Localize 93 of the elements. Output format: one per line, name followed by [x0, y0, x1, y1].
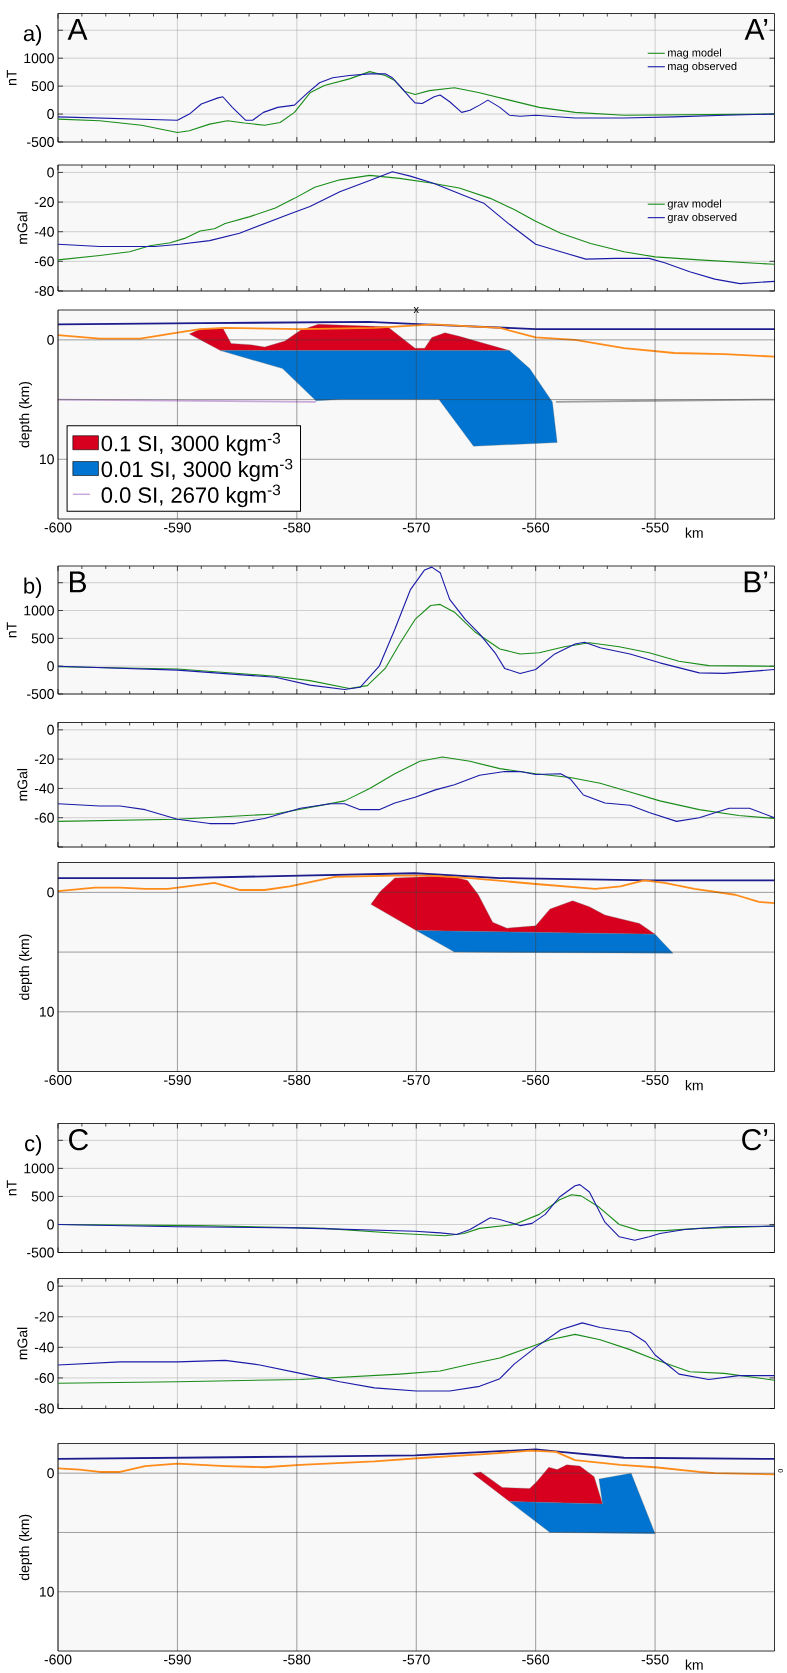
legend-label: 0.0 SI, 2670 kgm$^{-3}$: [101, 484, 281, 508]
text: a): [23, 25, 42, 46]
x-tick-label: -580: [283, 1075, 311, 1085]
y-tick-label: 0: [47, 334, 54, 345]
x-tick-label: -550: [641, 1075, 669, 1085]
y-tick-label: 0: [47, 1468, 54, 1479]
x-axis-title: km: [685, 1080, 703, 1091]
y-tick-label: 0: [47, 724, 54, 735]
line-series: [57, 174, 776, 265]
x-tick-label: -580: [283, 522, 311, 533]
y-tick-label: -40: [34, 1342, 54, 1353]
annotation: A: [67, 19, 88, 40]
annotation: C: [69, 1129, 89, 1151]
legend-label: mag model: [668, 48, 722, 59]
y-tick-label: 10: [39, 454, 54, 465]
y-tick-label: -60: [34, 256, 54, 267]
legend-label: grav model: [667, 199, 722, 210]
y-tick-label: 500: [31, 81, 54, 92]
y-tick-label: 1000: [24, 1163, 54, 1174]
y-tick-label: 0: [47, 109, 54, 120]
y-tick-label: 10: [39, 1586, 54, 1597]
annotation: B’: [744, 571, 768, 593]
y-tick-label: 0: [47, 167, 54, 178]
y-tick-label: -20: [34, 197, 54, 208]
x-tick-label: -600: [44, 522, 72, 533]
line-series: [57, 73, 776, 121]
y-axis-title: depth (km): [18, 934, 33, 1000]
x-tick-label: -600: [44, 1654, 72, 1665]
text: b): [24, 577, 42, 599]
annotation: A’: [744, 19, 768, 40]
annotation: C’: [742, 1129, 768, 1151]
line-series: [57, 872, 776, 882]
y-tick-label: -80: [34, 1403, 54, 1414]
x-tick-label: -560: [522, 1075, 550, 1085]
y-axis-title: depth (km): [18, 381, 33, 448]
x-tick-label: -590: [164, 522, 191, 533]
y-tick-label: -500: [27, 1247, 54, 1258]
y-tick-label: -500: [27, 689, 54, 699]
x-tick-label: -580: [283, 1654, 311, 1665]
line-series: [57, 321, 776, 331]
y-tick-label: 0: [47, 1281, 54, 1292]
x-tick-label: -560: [522, 522, 550, 533]
y-tick-label: 0: [47, 661, 54, 672]
x-tick-label: -590: [164, 1654, 191, 1665]
x-tick-label: -550: [641, 522, 669, 533]
y-axis-title: nT: [6, 1180, 17, 1196]
y-axis-title: mGal: [17, 768, 28, 801]
y-axis-title: mGal: [17, 1327, 28, 1360]
y-tick-label: 1000: [24, 53, 54, 64]
y-tick-label: -60: [34, 812, 54, 823]
y-tick-label: 0: [47, 887, 54, 898]
annotation: B: [70, 571, 86, 593]
line-series: [57, 1322, 776, 1392]
line-series: [57, 566, 776, 691]
y-axis-title: depth (km): [18, 1514, 33, 1581]
legend-label: grav observed: [667, 212, 737, 224]
y-tick-label: 500: [31, 1191, 54, 1202]
y-tick-label: -60: [34, 1372, 54, 1383]
x-axis-title: km: [685, 527, 703, 538]
line-series: [57, 1449, 776, 1476]
x-axis-title: km: [685, 1659, 703, 1670]
y-tick-label: -40: [34, 783, 54, 794]
line-series: [57, 771, 776, 825]
line-series: [57, 756, 776, 822]
y-tick-label: 500: [31, 633, 54, 644]
line-series: [57, 1333, 776, 1384]
y-tick-label: -500: [27, 137, 54, 147]
line-series: [57, 323, 776, 358]
y-tick-label: 1000: [24, 605, 54, 616]
y-tick-label: -20: [34, 754, 54, 765]
legend-label: 0.01 SI, 3000 kgm$^{-3}$: [101, 458, 293, 482]
x-tick-label: -570: [402, 1075, 430, 1085]
y-tick-label: 10: [39, 1006, 54, 1017]
y-axis-title: nT: [6, 69, 17, 85]
line-series: [57, 1448, 776, 1460]
x-tick-label: -570: [402, 1654, 430, 1665]
y-tick-label: -40: [34, 226, 54, 237]
y-tick-label: -20: [34, 1311, 54, 1322]
x-tick-label: -600: [44, 1075, 72, 1085]
x-tick-label: -550: [641, 1654, 669, 1665]
y-axis-title: mGal: [17, 212, 28, 244]
legend-label: 0.1 SI, 3000 kgm$^{-3}$: [101, 432, 281, 456]
line-series: [57, 874, 776, 905]
legend-label: mag observed: [668, 62, 737, 73]
y-tick-label: 0: [47, 1219, 54, 1230]
line-series: [57, 1184, 776, 1241]
y-axis-title: nT: [6, 622, 17, 638]
y-tick-label: -80: [34, 286, 54, 296]
x-tick-label: -570: [402, 522, 430, 533]
text: c): [25, 1135, 42, 1156]
x-tick-label: -560: [522, 1654, 550, 1665]
x-tick-label: -590: [164, 1075, 191, 1085]
annotation: x: [413, 307, 419, 313]
